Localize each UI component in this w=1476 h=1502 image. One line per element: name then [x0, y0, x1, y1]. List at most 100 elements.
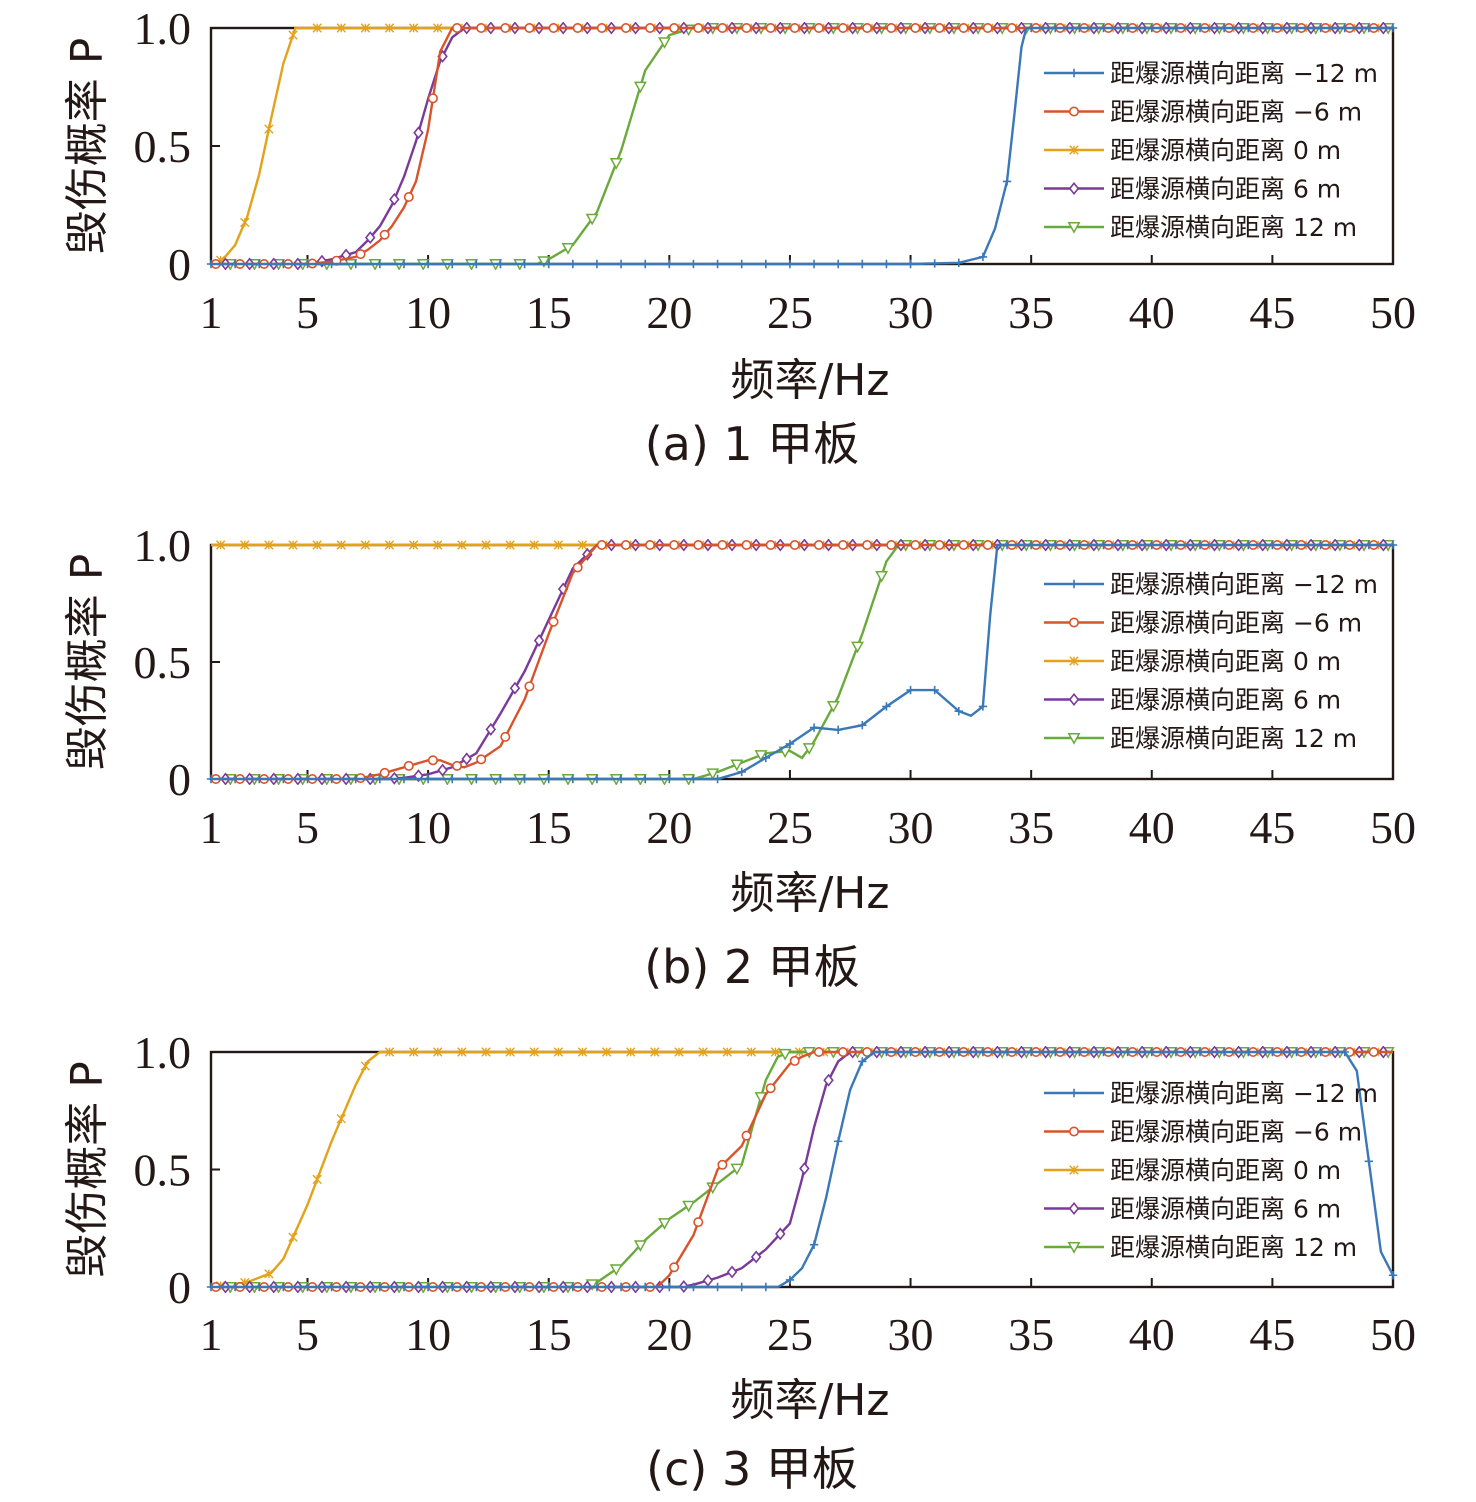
series-line: [211, 1050, 1393, 1289]
series-marker: [823, 1073, 834, 1087]
x-tick-label: 1: [200, 287, 223, 338]
series-marker: [1368, 1047, 1379, 1058]
series-marker: [741, 539, 752, 550]
series-marker: [954, 258, 963, 268]
series-marker: [785, 739, 795, 749]
legend-label: 距爆源横向距离 −12 m: [1110, 1079, 1378, 1108]
series-marker: [288, 30, 298, 40]
legend-marker: [1069, 656, 1079, 666]
legend-label: 距爆源横向距离 12 m: [1110, 1233, 1357, 1262]
chart-caption: (c) 3 甲板: [646, 1442, 858, 1496]
series-marker: [858, 720, 867, 730]
y-tick-label: 0.5: [134, 121, 192, 172]
series-marker: [1171, 23, 1181, 33]
series-marker: [665, 259, 674, 269]
x-tick-label: 15: [526, 287, 572, 338]
y-tick-label: 0: [168, 239, 191, 290]
series-marker: [737, 767, 746, 777]
series-marker: [520, 774, 529, 784]
series-marker: [472, 259, 481, 269]
series-marker: [982, 22, 993, 33]
series-marker: [437, 763, 448, 777]
series-marker: [548, 616, 559, 627]
series-marker: [427, 755, 438, 766]
series-marker: [693, 1217, 704, 1228]
series-marker: [476, 22, 487, 33]
series-marker: [1026, 1047, 1036, 1057]
series-marker: [568, 259, 578, 269]
legend-label: 距爆源横向距离 −6 m: [1110, 609, 1362, 638]
series-marker: [833, 259, 843, 269]
legend-label: 距爆源横向距离 0 m: [1110, 647, 1341, 676]
x-tick-label: 15: [526, 802, 572, 853]
series-marker: [336, 540, 346, 550]
series-marker: [754, 750, 768, 762]
series-marker: [481, 1047, 491, 1057]
series-marker: [1316, 23, 1325, 33]
series-marker: [906, 685, 915, 695]
series-marker: [255, 774, 264, 784]
series-marker: [529, 1047, 539, 1057]
legend: 距爆源横向距离 −12 m 距爆源横向距离 −6 m 距爆源横向距离 0 m 距爆源横…: [1044, 570, 1378, 753]
series-marker: [669, 539, 680, 550]
chart-caption: (b) 2 甲板: [644, 940, 860, 994]
x-tick-label: 40: [1129, 1309, 1175, 1360]
series-marker: [833, 725, 843, 735]
series-marker: [978, 702, 988, 711]
legend-marker: [1068, 693, 1080, 706]
series-marker: [553, 1047, 564, 1057]
series-marker: [452, 760, 463, 771]
series-marker: [375, 1282, 385, 1292]
series-marker: [384, 23, 395, 33]
series-1: [206, 23, 1398, 269]
legend-label: 距爆源横向距离 −6 m: [1110, 1118, 1362, 1147]
series-marker: [862, 539, 873, 550]
series-marker: [775, 1227, 786, 1241]
series-marker: [1171, 540, 1181, 550]
series-marker: [1340, 23, 1349, 33]
series-marker: [448, 1282, 457, 1292]
series-marker: [288, 540, 298, 550]
x-tick-label: 1: [200, 802, 223, 853]
series-marker: [669, 22, 680, 33]
y-tick-label: 1.0: [134, 1027, 192, 1078]
series-marker: [384, 1047, 395, 1057]
series-marker: [408, 1047, 419, 1057]
x-tick-label: 20: [646, 802, 692, 853]
series-marker: [375, 259, 385, 269]
x-axis-title: 频率/Hz: [730, 868, 889, 919]
series-marker: [1075, 540, 1084, 550]
series-marker: [730, 759, 744, 772]
series-marker: [312, 540, 322, 550]
series-marker: [813, 1047, 824, 1058]
series-marker: [476, 754, 487, 765]
series-marker: [1268, 1047, 1277, 1057]
series-marker: [730, 1163, 744, 1176]
x-tick-label: 45: [1249, 802, 1295, 853]
series-marker: [626, 1047, 636, 1057]
series-1: [206, 540, 1398, 784]
series-marker: [645, 22, 656, 33]
series-marker: [520, 259, 529, 269]
series-marker: [658, 1218, 671, 1230]
series-marker: [448, 259, 457, 269]
series-marker: [706, 768, 720, 781]
series-marker: [433, 23, 443, 33]
series-marker: [930, 685, 939, 695]
series-marker: [255, 1282, 264, 1292]
legend-label: 距爆源横向距离 −6 m: [1110, 98, 1362, 127]
series-marker: [665, 1282, 674, 1292]
series-marker: [360, 540, 371, 550]
series-marker: [505, 540, 515, 550]
series-marker: [1006, 22, 1017, 33]
series-marker: [452, 22, 463, 33]
series-marker: [813, 539, 824, 550]
y-tick-label: 1.0: [134, 520, 192, 571]
x-tick-label: 45: [1249, 1309, 1295, 1360]
legend-label: 距爆源横向距离 −12 m: [1110, 570, 1378, 599]
series-marker: [799, 1162, 810, 1176]
series-marker: [592, 774, 602, 784]
y-axis-title: 毁伤概率 P: [62, 554, 113, 771]
